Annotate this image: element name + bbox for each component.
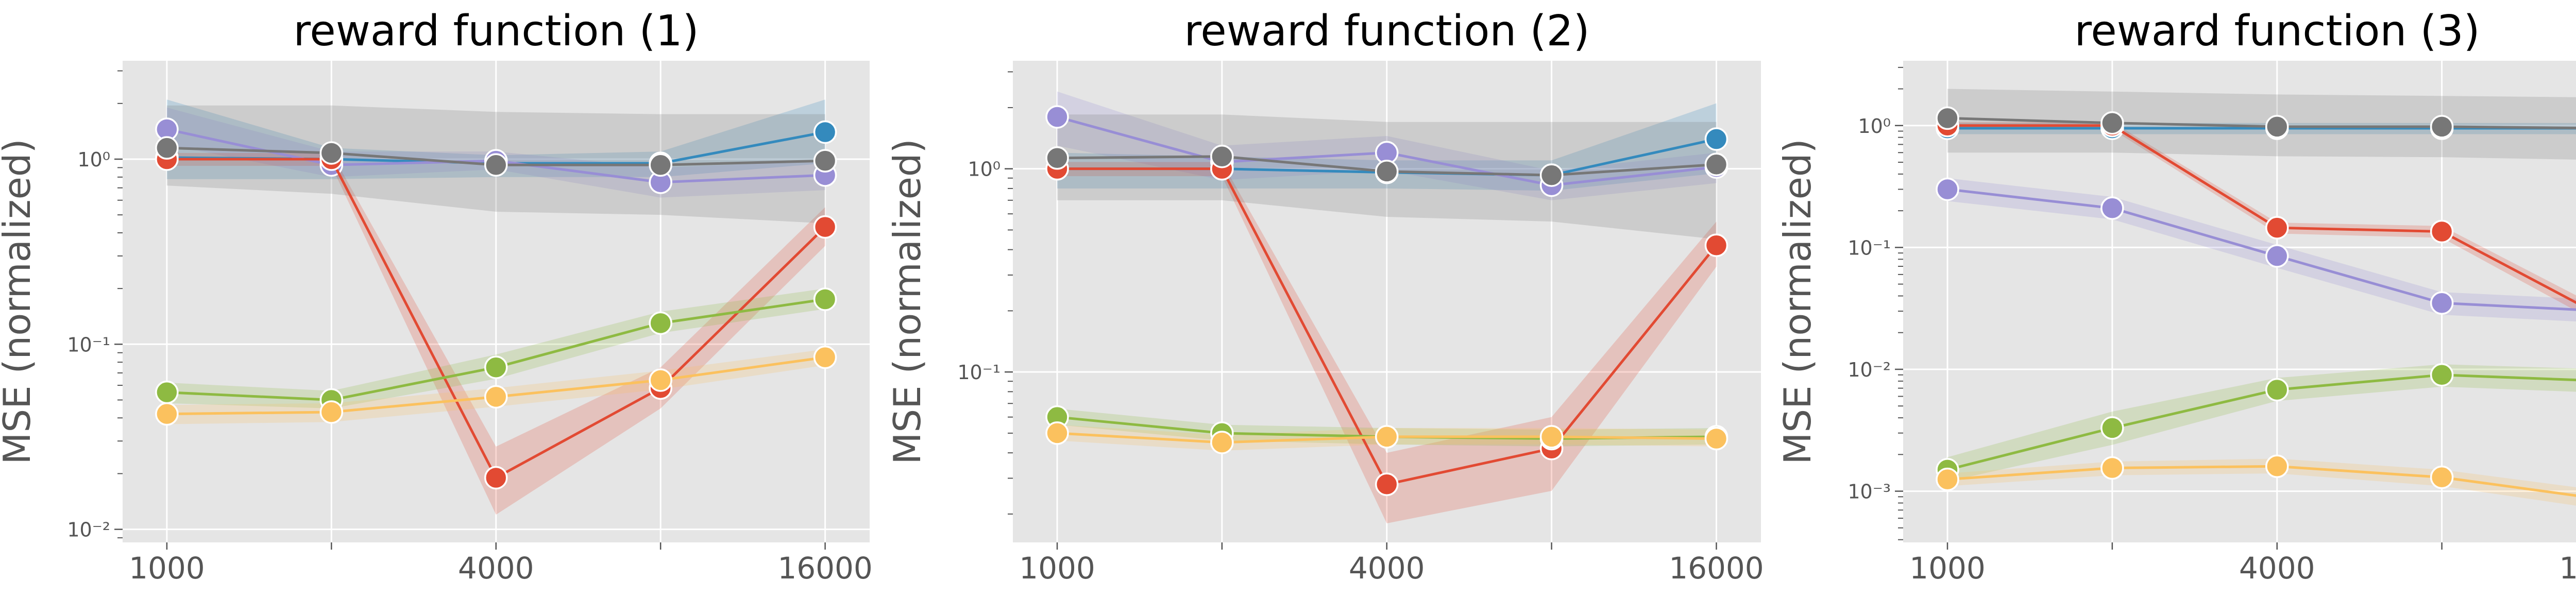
chart-panel-1: 10⁻² 10⁻¹ 10⁰ 1000 4000 16000 reward function … [0, 7, 873, 586]
y-tick-label: 10⁰ [77, 148, 110, 171]
x-tick-label: 16000 [777, 551, 873, 586]
x-tick-label: 4000 [1349, 551, 1425, 586]
chart-panel-2: 10⁻¹ 10⁰ 1000 4000 16000 reward function (2) M… [886, 7, 1764, 586]
data-point-yellow [1704, 427, 1728, 451]
series-purple [1936, 177, 2576, 315]
data-point-gray [319, 141, 344, 165]
y-tick-label: 10⁻¹ [957, 361, 1001, 384]
x-tick-label: 4000 [458, 551, 534, 586]
data-point-yellow [1045, 421, 1069, 445]
y-tick-label: 10⁻¹ [67, 333, 110, 356]
x-tick-label: 4000 [2239, 551, 2315, 586]
data-point-yellow [813, 345, 837, 369]
data-point-purple [1045, 105, 1069, 129]
data-point-green [2100, 416, 2124, 440]
y-axis-label: MSE (normalized) [886, 139, 929, 464]
data-point-gray [1539, 163, 1564, 187]
data-point-red [1375, 472, 1399, 497]
data-point-yellow [1539, 425, 1564, 449]
data-point-gray [1936, 106, 1959, 130]
data-point-yellow [2100, 456, 2124, 480]
data-point-gray [484, 153, 508, 177]
data-point-red [2430, 219, 2454, 244]
y-tick-label: 10⁰ [968, 158, 1001, 181]
data-point-red [1704, 233, 1728, 258]
data-point-yellow [155, 402, 179, 426]
y-tick-label: 10⁻² [1848, 359, 1891, 381]
data-point-yellow [1375, 425, 1399, 449]
data-point-green [155, 380, 179, 404]
chart-title: reward function (3) [2074, 7, 2480, 56]
data-point-green [649, 311, 672, 335]
data-point-gray [155, 136, 179, 160]
y-axis-label: MSE (normalized) [1776, 139, 1819, 464]
plot-area [1903, 61, 2576, 542]
y-tick-label: 10⁻¹ [1848, 236, 1891, 259]
y-tick-label: 10⁰ [1858, 115, 1891, 138]
data-point-gray [649, 153, 672, 177]
data-point-blue [813, 120, 837, 144]
data-point-red [2265, 216, 2289, 240]
data-point-red [813, 215, 837, 239]
x-tick-label: 16000 [1669, 551, 1764, 586]
band-gray [1947, 89, 2576, 160]
data-point-yellow [1210, 431, 1234, 454]
minor-ticks [1008, 71, 1013, 515]
x-tick-label: 16000 [2559, 551, 2576, 586]
series-gray [1936, 106, 2576, 139]
series-yellow [1045, 421, 1728, 454]
x-tick-label: 1000 [1019, 551, 1095, 586]
series-yellow [155, 345, 837, 426]
data-point-blue [1704, 127, 1728, 151]
data-point-gray [1210, 144, 1234, 168]
x-tick-label: 1000 [1909, 551, 1986, 586]
series-green [1936, 363, 2576, 482]
data-point-yellow [649, 368, 672, 392]
y-axis-label: MSE (normalized) [0, 139, 39, 464]
band-red [1947, 122, 2576, 311]
data-point-gray [1045, 146, 1069, 170]
data-point-gray [2430, 115, 2454, 139]
y-tick-label: 10⁻³ [1848, 481, 1891, 503]
data-point-green [2430, 363, 2454, 387]
chart-panel-3: 10⁻³ 10⁻² 10⁻¹ 10⁰ 1000 4000 16000 reward funct… [1776, 7, 2576, 586]
x-tick-label: 1000 [129, 551, 205, 586]
data-point-yellow [2265, 454, 2289, 479]
data-point-gray [2100, 111, 2124, 135]
chart-title: reward function (2) [1184, 7, 1589, 56]
series-gray [1045, 144, 1728, 187]
data-point-gray [1375, 160, 1399, 183]
chart-title: reward function (1) [293, 7, 699, 56]
data-point-yellow [484, 385, 508, 409]
data-point-red [484, 466, 508, 490]
data-point-green [484, 355, 508, 379]
minor-ticks [117, 70, 123, 539]
y-tick-label: 10⁻² [67, 519, 110, 541]
data-point-purple [1936, 177, 1959, 201]
data-point-purple [2100, 196, 2124, 220]
data-point-gray [813, 149, 837, 173]
series-gray [155, 136, 837, 177]
data-point-gray [2265, 115, 2289, 139]
data-point-yellow [2430, 465, 2454, 489]
data-point-purple [2430, 291, 2454, 315]
series-yellow [1936, 454, 2576, 497]
data-point-gray [1704, 152, 1728, 177]
minor-ticks [1898, 66, 1903, 540]
data-point-purple [2265, 244, 2289, 268]
data-point-yellow [1936, 467, 1959, 491]
data-point-green [2265, 378, 2289, 402]
band-green [1947, 364, 2576, 482]
data-point-yellow [319, 400, 344, 424]
data-point-green [813, 287, 837, 311]
